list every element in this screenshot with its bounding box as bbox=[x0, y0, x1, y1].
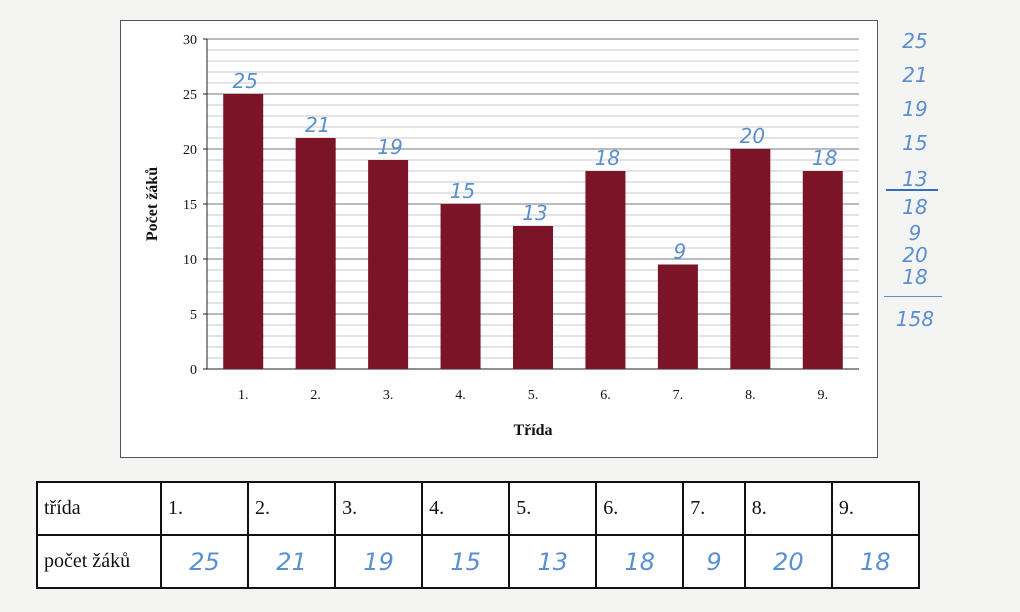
data-table: třída 1. 2. 3. 4. 5. 6. 7. 8. 9. počet ž… bbox=[36, 481, 921, 589]
class-cell: 5. bbox=[508, 481, 598, 536]
margin-note-7: 9 bbox=[908, 221, 922, 245]
data-label: 15 bbox=[450, 179, 475, 203]
count-cell: 13 bbox=[508, 534, 598, 589]
data-label: 18 bbox=[595, 146, 620, 170]
margin-note-8: 20 bbox=[902, 243, 928, 267]
margin-notes: 25 21 19 15 13 18 9 20 18 158 bbox=[880, 26, 950, 346]
count-cell: 21 bbox=[247, 534, 337, 589]
count-cell: 25 bbox=[159, 534, 250, 589]
row-header-count: počet žáků bbox=[36, 534, 162, 589]
margin-note-5: 13 bbox=[902, 167, 928, 191]
count-cell: 19 bbox=[334, 534, 424, 589]
y-tick-label: 0 bbox=[190, 363, 197, 378]
class-cell: 3. bbox=[334, 481, 424, 536]
chart-frame: 0 5 10 15 20 25 30 1. 25 2. 21 3. 19 4. 15 5. 13 6. 18 7. 9 8… bbox=[120, 20, 878, 458]
table-row-counts: počet žáků 25 21 19 15 13 18 9 20 18 bbox=[36, 534, 921, 589]
class-cell: 8. bbox=[743, 481, 833, 536]
x-tick-label: 3. bbox=[383, 388, 394, 403]
count-cell: 20 bbox=[743, 534, 833, 589]
margin-note-4: 15 bbox=[902, 131, 928, 155]
row-header-class: třída bbox=[36, 481, 162, 536]
data-label: 20 bbox=[740, 124, 765, 148]
bar bbox=[802, 171, 843, 369]
margin-note-2: 21 bbox=[902, 63, 928, 87]
strike-line bbox=[886, 189, 938, 191]
margin-note-1: 25 bbox=[902, 29, 928, 53]
data-label: 25 bbox=[232, 69, 257, 93]
bar bbox=[730, 149, 771, 369]
class-cell: 1. bbox=[159, 481, 250, 536]
margin-note-6: 18 bbox=[902, 195, 928, 219]
x-tick-label: 1. bbox=[238, 388, 249, 403]
bar bbox=[440, 204, 481, 369]
class-cell: 7. bbox=[682, 481, 746, 536]
y-tick-label: 10 bbox=[183, 253, 197, 268]
margin-note-3: 19 bbox=[902, 97, 928, 121]
bar bbox=[368, 160, 409, 369]
class-cell: 6. bbox=[595, 481, 685, 536]
bar-chart: 0 5 10 15 20 25 30 1. 25 2. 21 3. 19 4. 15 5. 13 6. 18 7. 9 8… bbox=[144, 33, 859, 439]
sum-line bbox=[884, 296, 942, 297]
x-tick-label: 6. bbox=[600, 388, 611, 403]
bar bbox=[657, 264, 698, 369]
table-row-classes: třída 1. 2. 3. 4. 5. 6. 7. 8. 9. bbox=[36, 481, 921, 536]
bar bbox=[295, 138, 336, 369]
count-cell: 18 bbox=[595, 534, 685, 589]
x-axis-title: Třída bbox=[513, 422, 552, 439]
data-label: 21 bbox=[305, 113, 330, 137]
margin-note-9: 18 bbox=[902, 265, 928, 289]
x-tick-label: 5. bbox=[528, 388, 539, 403]
class-cell: 2. bbox=[247, 481, 337, 536]
x-tick-label: 2. bbox=[310, 388, 321, 403]
x-tick-label: 8. bbox=[745, 388, 756, 403]
x-tick-label: 4. bbox=[455, 388, 466, 403]
class-cell: 9. bbox=[830, 481, 921, 536]
y-tick-label: 15 bbox=[183, 198, 197, 213]
x-tick-label: 9. bbox=[818, 388, 829, 403]
bar bbox=[585, 171, 626, 369]
data-label: 19 bbox=[377, 135, 402, 159]
y-tick-label: 20 bbox=[183, 143, 197, 158]
data-label: 9 bbox=[674, 240, 687, 264]
count-cell: 15 bbox=[421, 534, 511, 589]
bar bbox=[223, 94, 264, 369]
count-cell: 18 bbox=[830, 534, 921, 589]
bar bbox=[513, 226, 553, 369]
y-tick-label: 30 bbox=[183, 33, 197, 48]
y-axis-title: Počet žáků bbox=[144, 167, 161, 241]
data-label: 13 bbox=[522, 201, 547, 225]
margin-note-sum: 158 bbox=[895, 307, 935, 331]
data-label: 18 bbox=[812, 146, 837, 170]
x-tick-label: 7. bbox=[673, 388, 684, 403]
count-cell: 9 bbox=[682, 534, 746, 589]
y-tick-label: 25 bbox=[183, 88, 197, 103]
y-tick-label: 5 bbox=[190, 308, 197, 323]
class-cell: 4. bbox=[421, 481, 511, 536]
